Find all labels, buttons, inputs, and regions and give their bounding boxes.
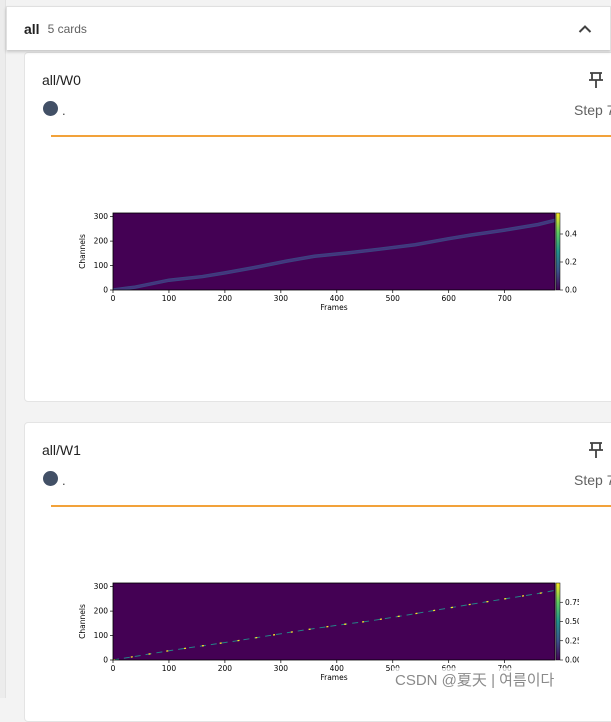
x-tick-label: 600 — [442, 294, 457, 303]
group-name: all — [24, 21, 40, 37]
x-tick-label: 400 — [330, 664, 345, 673]
x-tick-label: 200 — [218, 294, 233, 303]
run-color-dot-icon[interactable] — [43, 471, 58, 486]
x-tick-label: 0 — [111, 664, 116, 673]
y-tick-label: 0 — [103, 656, 108, 665]
x-tick-label: 100 — [162, 294, 177, 303]
colorbar-tick-label: 0.75 — [565, 598, 579, 607]
run-color-separator — [51, 135, 611, 137]
x-tick-label: 500 — [386, 294, 401, 303]
colorbar-tick-label: 0.00 — [565, 656, 579, 665]
colorbar-tick-label: 0.50 — [565, 617, 579, 626]
y-tick-label: 300 — [94, 212, 109, 221]
x-tick-label: 300 — [274, 294, 289, 303]
group-card-count: 5 cards — [48, 22, 87, 36]
run-label: . — [62, 473, 66, 488]
y-axis-label: Channels — [78, 234, 87, 269]
y-tick-label: 200 — [94, 237, 109, 246]
card-title: all/W0 — [42, 72, 81, 88]
heatmap-chart: 0 100 200 300 400 500 600 700 0 100 200 300 Frames Ch… — [49, 208, 579, 323]
x-tick-label: 100 — [162, 664, 177, 673]
colorbar — [556, 213, 560, 290]
colorbar-tick-label: 0.25 — [565, 636, 579, 645]
step-label: Step 7 — [574, 102, 611, 118]
image-card: all/W0 . Step 7 0 100 200 300 400 500 600 700 0 1… — [24, 52, 611, 402]
pin-icon — [588, 71, 604, 89]
y-tick-label: 100 — [94, 631, 109, 640]
heatmap-area — [113, 583, 555, 660]
y-tick-label: 0 — [103, 286, 108, 295]
left-panel-edge — [0, 0, 6, 698]
x-tick-label: 0 — [111, 294, 116, 303]
y-tick-label: 300 — [94, 582, 109, 591]
colorbar-tick-label: 0.2 — [565, 258, 577, 267]
run-label: . — [62, 103, 66, 118]
y-axis-label: Channels — [78, 604, 87, 639]
colorbar-tick-label: 0.0 — [565, 286, 577, 295]
x-axis-label: Frames — [320, 673, 347, 682]
run-color-dot-icon[interactable] — [43, 101, 58, 116]
colorbar — [556, 583, 560, 660]
chevron-up-icon — [577, 21, 593, 37]
x-axis-label: Frames — [320, 303, 347, 312]
x-tick-label: 400 — [330, 294, 345, 303]
run-color-separator — [51, 505, 611, 507]
pin-card-button[interactable] — [588, 441, 604, 459]
watermark: CSDN @夏天 | 여름이다 — [392, 668, 557, 691]
collapse-group-button[interactable] — [571, 15, 599, 43]
pin-icon — [588, 441, 604, 459]
pin-card-button[interactable] — [588, 71, 604, 89]
card-title: all/W1 — [42, 442, 81, 458]
x-tick-label: 700 — [497, 294, 512, 303]
y-tick-label: 100 — [94, 261, 109, 270]
y-tick-label: 200 — [94, 607, 109, 616]
card-group-header[interactable]: all 5 cards — [6, 6, 611, 50]
step-label: Step 7 — [574, 472, 611, 488]
x-tick-label: 300 — [274, 664, 289, 673]
x-tick-label: 200 — [218, 664, 233, 673]
colorbar-tick-label: 0.4 — [565, 230, 577, 239]
